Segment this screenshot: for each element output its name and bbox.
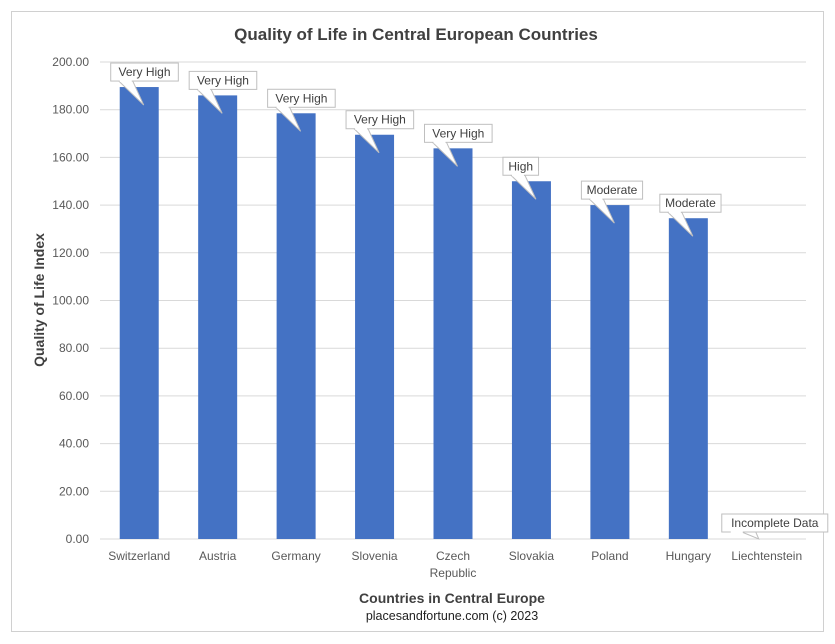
y-tick-label: 180.00	[52, 103, 89, 117]
x-tick-label: Germany	[271, 549, 320, 563]
y-axis-title: Quality of Life Index	[31, 233, 47, 367]
y-tick-label: 20.00	[59, 484, 89, 498]
callout-box	[721, 513, 829, 533]
data-label-callout: Moderate	[580, 180, 644, 224]
x-tick-label: Hungary	[666, 549, 711, 563]
x-tick-label: Switzerland	[108, 549, 170, 563]
y-tick-label: 120.00	[52, 246, 89, 260]
data-label: Very High	[119, 65, 171, 79]
y-tick-label: 140.00	[52, 198, 89, 212]
bar	[511, 181, 551, 539]
data-label-callout: Incomplete Data	[721, 513, 829, 540]
data-label: Very High	[354, 113, 406, 127]
bar	[668, 218, 708, 539]
data-label-callouts: Very High Very High Very High Very High Very…	[110, 62, 829, 540]
data-label-callout: Very High	[267, 88, 336, 132]
data-label-callout: Very High	[110, 62, 179, 106]
y-tick-label: 100.00	[52, 294, 89, 308]
y-tick-label: 60.00	[59, 389, 89, 403]
y-tick-label: 200.00	[52, 55, 89, 69]
x-axis-ticks: Switzerland Austria Germany Slovenia Czech Re…	[108, 549, 802, 580]
data-label-callout: Very High	[345, 110, 415, 154]
y-tick-label: 40.00	[59, 437, 89, 451]
bar	[433, 148, 473, 539]
data-label: Very High	[275, 91, 327, 105]
data-label-callout: Very High	[424, 123, 493, 167]
x-tick-label: Czech Republic	[430, 549, 477, 580]
callout-box	[659, 193, 722, 213]
x-tick-label: Slovenia	[352, 549, 398, 563]
data-label: Moderate	[587, 183, 638, 197]
x-tick-label: Liechtenstein	[731, 549, 802, 563]
x-tick-label: Poland	[591, 549, 628, 563]
data-label: Incomplete Data	[731, 516, 819, 530]
data-label-callout: High	[502, 156, 540, 200]
source-credit: placesandfortune.com (c) 2023	[366, 609, 538, 623]
y-tick-label: 0.00	[66, 532, 90, 546]
callout-box	[580, 180, 644, 200]
x-axis-title: Countries in Central Europe	[359, 590, 545, 606]
callout-box	[345, 110, 415, 130]
callout-box	[110, 62, 179, 82]
x-tick-label: Austria	[199, 549, 237, 563]
data-label: Very High	[432, 126, 484, 140]
chart-title: Quality of Life in Central European Coun…	[234, 25, 598, 44]
bar	[355, 134, 395, 539]
data-label: Very High	[197, 73, 249, 87]
callout-box	[424, 123, 493, 143]
data-label-callout: Very High	[188, 70, 258, 114]
bars	[119, 87, 708, 539]
y-tick-label: 160.00	[52, 150, 89, 164]
data-label: Moderate	[665, 196, 716, 210]
data-label-callout: Moderate	[659, 193, 722, 237]
bar	[119, 87, 159, 539]
bar	[590, 205, 630, 539]
callout-box	[188, 70, 258, 90]
bar	[198, 95, 238, 539]
callout-box	[267, 88, 336, 108]
callout-pointer	[741, 531, 760, 540]
x-tick-label: Slovakia	[509, 549, 555, 563]
bar	[276, 113, 316, 539]
y-tick-label: 80.00	[59, 341, 89, 355]
y-axis-ticks: 0.00 20.00 40.00 60.00 80.00 100.00 120.00 140.…	[52, 55, 89, 546]
data-label: High	[508, 159, 533, 173]
